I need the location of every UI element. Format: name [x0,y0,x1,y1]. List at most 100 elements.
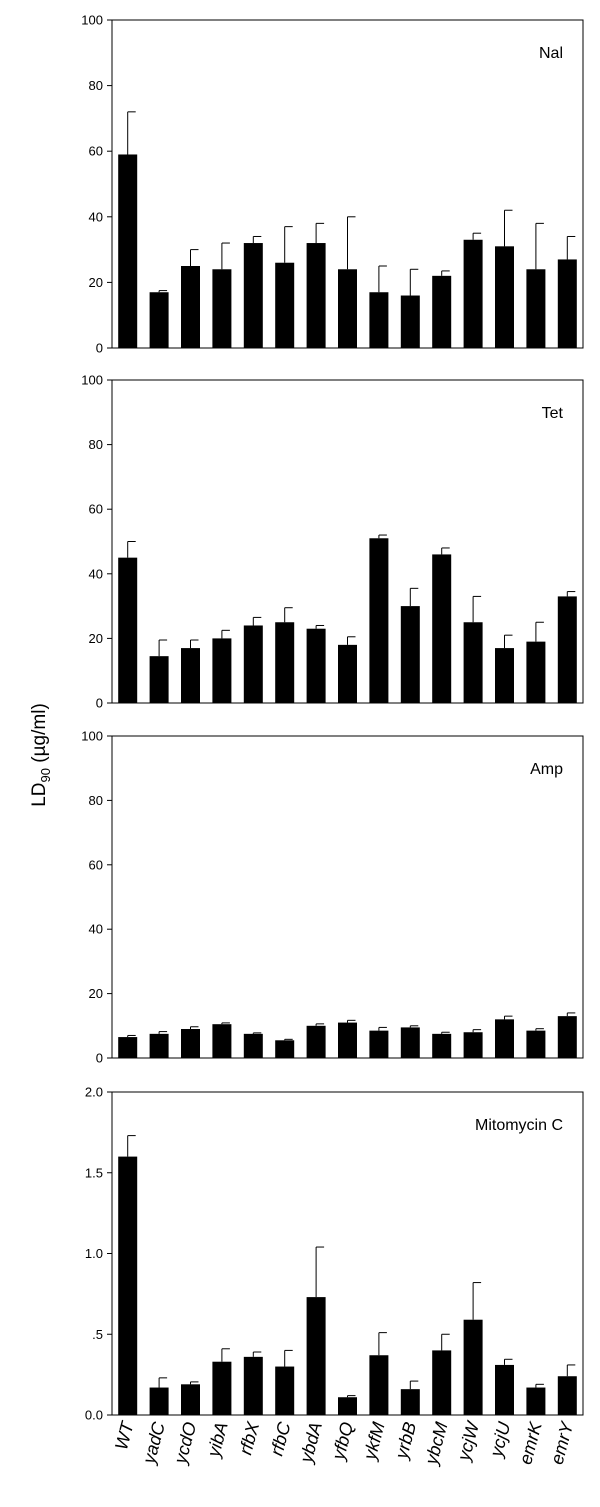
y-tick-label: 0.0 [85,1408,103,1423]
x-category-label: ycjU [485,1419,514,1461]
bar-yrbB [400,1389,420,1415]
panel-2: 0 20 40 60 80 100 Tet [81,373,584,711]
bar-emrY [557,1016,577,1058]
x-category-label: yfbQ [328,1420,358,1464]
y-tick-label: 1.5 [85,1165,103,1180]
x-category-label: rfbX [235,1419,263,1457]
panel-1: 0 20 40 60 80 100 Nal [81,13,584,356]
x-category-label: yibA [203,1420,232,1461]
y-tick-label: 1.0 [85,1246,103,1261]
bar-WT [118,1156,138,1415]
y-axis-title-main: LD [29,782,50,806]
y-tick-label: 100 [81,13,103,28]
bar-ybcM [432,1033,452,1058]
bar-ybcM [432,554,452,703]
bar-emrK [526,269,546,348]
bar-rfbC [275,622,295,703]
plot-frame [111,735,584,1059]
panel-label: Nal [539,45,563,62]
y-tick-label: 20 [89,275,103,290]
bar-yrbB [400,606,420,703]
bar-emrK [526,1030,546,1058]
bar-emrK [526,1387,546,1415]
x-category-label: ybcM [421,1420,452,1469]
bar-emrY [557,596,577,703]
x-category-label: rfbC [266,1419,294,1458]
bar-yibA [212,269,232,348]
y-axis-title-subscript: 90 [38,768,53,782]
bar-ycjU [495,1364,514,1415]
bar-ycdO [181,1384,200,1415]
panel-label: Mitomycin C [475,1117,563,1134]
y-tick-label: 40 [89,922,103,937]
bar-ybcM [432,275,452,348]
bar-ybdA [306,1025,326,1058]
bar-ycdO [181,266,200,348]
bar-WT [118,154,138,348]
bar-yfbQ [338,1397,357,1415]
y-tick-label: 0 [96,1051,103,1066]
bar-yadC [149,292,169,348]
x-category-label: ykfM [359,1420,389,1464]
bar-rfbX [243,243,263,348]
bar-ycjU [495,648,514,703]
y-tick-label: 100 [81,373,103,388]
x-category-label: emrK [515,1419,546,1467]
bar-emrK [526,641,546,703]
bar-ybdA [306,1297,326,1415]
y-tick-label: 80 [89,78,103,93]
bar-ycjW [463,239,483,348]
bar-yadC [149,1387,169,1415]
y-tick-label: .5 [92,1327,103,1342]
bar-yibA [212,1024,232,1058]
panels: 0 20 40 60 80 100 Nal 0 20 40 60 80 100 Tet 0 20 40 60 80 1… [81,13,584,1423]
bar-rfbX [243,1356,263,1415]
bar-ycjW [463,1032,483,1058]
y-tick-label: 100 [81,729,103,744]
x-category-label: ycdO [170,1420,201,1468]
bar-yfbQ [338,269,357,348]
bar-rfbX [243,1033,263,1058]
bar-ycjU [495,1019,514,1058]
bar-rfbC [275,1366,295,1415]
panel-label: Tet [542,405,564,422]
x-category-label: emrY [547,1418,578,1467]
y-tick-label: 0 [96,696,103,711]
bar-emrY [557,1376,577,1415]
y-tick-label: 20 [89,631,103,646]
x-category-label: yadC [138,1419,169,1468]
bar-ycjW [463,622,483,703]
bar-WT [118,1037,138,1058]
bar-yibA [212,1361,232,1415]
bar-ykfM [369,1355,389,1415]
y-tick-label: 0 [96,341,103,356]
bar-yrbB [400,1027,420,1058]
y-axis-title-unit: (µg/ml) [29,703,50,768]
bar-ycjU [495,246,514,348]
y-tick-label: 60 [89,144,103,159]
y-tick-label: 60 [89,857,103,872]
panel-4: 0.0 .5 1.0 1.5 2.0 Mitomycin C [85,1085,584,1423]
bar-emrY [557,259,577,348]
x-category-label: WT [111,1418,138,1452]
bar-yadC [149,656,169,703]
bar-yibA [212,638,232,703]
x-category-label: ycjW [453,1418,483,1465]
y-tick-label: 2.0 [85,1085,103,1100]
bar-ycdO [181,648,200,703]
bar-ykfM [369,292,389,348]
bar-WT [118,557,138,703]
y-tick-label: 60 [89,502,103,517]
y-tick-label: 40 [89,566,103,581]
y-tick-label: 80 [89,437,103,452]
y-tick-label: 20 [89,986,103,1001]
bar-rfbC [275,262,295,348]
y-axis-title: LD90 (µg/ml) [29,703,53,807]
y-tick-label: 80 [89,793,103,808]
x-category-labels: WT yadC ycdO yibA rfbX rfbC ybdA yfbQ ykfM yrbB yb… [111,1418,578,1469]
bar-yrbB [400,295,420,348]
bar-ycdO [181,1029,200,1058]
bar-yadC [149,1033,169,1058]
bar-ybcM [432,1350,452,1415]
